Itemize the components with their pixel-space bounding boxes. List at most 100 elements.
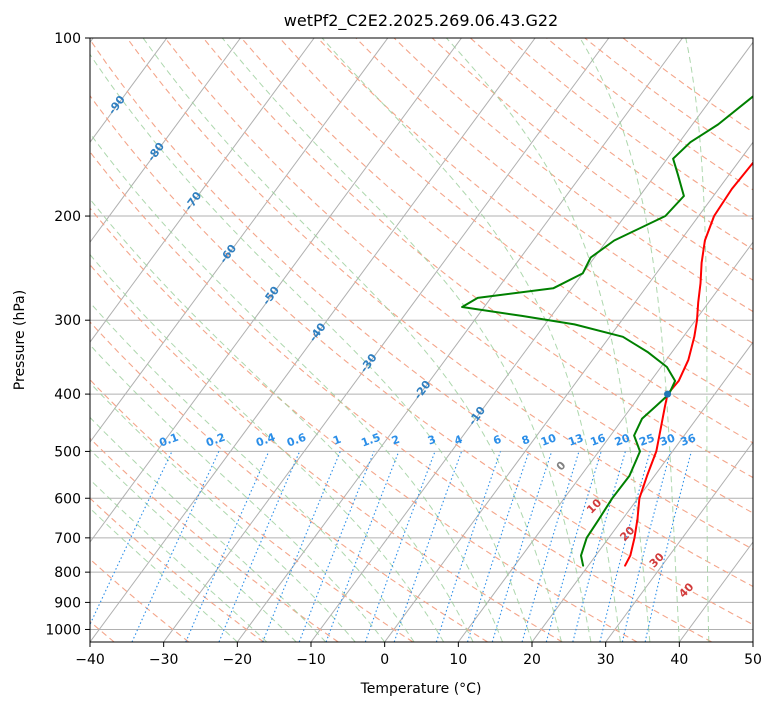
dewpoint-profile xyxy=(461,95,753,567)
mixing-ratio-label: 16 xyxy=(589,431,608,449)
mixing-ratio-30 xyxy=(621,451,672,642)
y-tick-label: 200 xyxy=(54,209,81,225)
moist-adiabat-4 xyxy=(90,301,415,642)
plot-frame xyxy=(89,37,754,643)
x-axis-ticks: −40 −30 −20 −10 0 10 20 30 40 50 xyxy=(75,642,762,668)
y-tick-label: 100 xyxy=(54,31,81,47)
moist-adiabat--8 xyxy=(90,416,327,642)
moist-adiabat--4 xyxy=(90,382,356,642)
y-tick-label: 900 xyxy=(54,595,81,611)
dry-adiabat-40 xyxy=(90,151,712,642)
mixing-ratio-label: 0.2 xyxy=(204,431,227,450)
isotherm--80 xyxy=(90,38,241,244)
y-tick-label: 400 xyxy=(54,387,81,403)
dry-adiabat-120 xyxy=(317,38,753,377)
isotherm--60 xyxy=(90,38,389,443)
isotherm--70 xyxy=(90,38,315,343)
x-tick-label: 40 xyxy=(670,652,688,668)
dry-adiabat-60 xyxy=(90,38,753,588)
mixing-ratio-label: 13 xyxy=(566,431,585,448)
y-tick-label: 800 xyxy=(54,565,81,581)
mixing-ratio-label: 0.6 xyxy=(285,431,308,450)
x-tick-label: 20 xyxy=(523,652,541,668)
x-tick-label: −30 xyxy=(149,652,179,668)
level-marker xyxy=(664,390,672,398)
x-tick-label: −40 xyxy=(75,652,105,668)
y-axis-label: Pressure (hPa) xyxy=(12,290,28,390)
mixing-ratio-10 xyxy=(491,451,553,642)
mixing-ratio-label: 30 xyxy=(658,431,677,449)
isotherm--10 xyxy=(310,41,753,642)
mixing-ratio-20 xyxy=(572,451,626,642)
mixing-ratio-0.6 xyxy=(218,451,301,642)
mixing-ratio-label: 20 xyxy=(613,431,632,449)
mixing-ratio-4 xyxy=(393,451,463,642)
moist-adiabat-28 xyxy=(221,38,592,642)
sounding-profiles xyxy=(461,95,753,567)
isotherm--90 xyxy=(90,38,168,144)
moist-adiabat-8 xyxy=(90,253,445,642)
mixing-ratio-label: 0.4 xyxy=(254,431,277,450)
dry-adiabat-70 xyxy=(126,38,753,550)
mixing-ratio-3 xyxy=(364,451,436,642)
dry-adiabat-lines xyxy=(90,38,753,642)
y-tick-label: 700 xyxy=(54,531,81,547)
isotherm--40 xyxy=(90,38,536,642)
dry-adiabat-50 xyxy=(90,94,753,626)
moist-adiabat-lines xyxy=(90,38,710,642)
x-tick-label: 10 xyxy=(449,652,467,668)
mixing-ratio-2 xyxy=(325,451,400,642)
isotherm--30 xyxy=(163,38,610,642)
mixing-ratio-lines xyxy=(90,451,692,642)
mixing-ratio-label: 2 xyxy=(390,433,402,448)
y-axis-ticks: 100 200 300 400 500 600 700 800 900 1000 xyxy=(45,31,90,638)
dry-adiabat-110 xyxy=(279,38,753,410)
moist-adiabat-36 xyxy=(446,38,651,642)
isotherm-lines xyxy=(90,38,753,642)
isotherm-30 xyxy=(605,441,753,642)
pressure-gridlines xyxy=(90,38,753,630)
mixing-ratio-36 xyxy=(644,451,692,642)
chart-title: wetPf2_C2E2.2025.269.06.43.G22 xyxy=(284,11,558,31)
x-axis-label: Temperature (°C) xyxy=(360,681,482,697)
temperature-profile xyxy=(624,161,753,567)
isotherm--50 xyxy=(90,38,462,543)
mixing-ratio-label: 4 xyxy=(453,433,465,448)
mixing-ratio-6 xyxy=(435,451,502,642)
x-tick-label: 30 xyxy=(597,652,615,668)
dry-adiabat-20 xyxy=(90,264,563,642)
mixing-ratio-16 xyxy=(545,451,602,642)
moist-adiabat--20 xyxy=(90,507,238,642)
mixing-ratio-label: 1.5 xyxy=(359,431,382,450)
x-tick-label: 0 xyxy=(380,652,389,668)
moist-adiabat--16 xyxy=(90,478,268,642)
mixing-ratio-label: 36 xyxy=(679,431,698,449)
moist-adiabat-32 xyxy=(321,38,621,642)
mixing-ratio-label: 6 xyxy=(491,433,503,448)
isotherm-0 xyxy=(384,141,753,642)
y-tick-label: 500 xyxy=(54,444,81,460)
mixing-ratio-label: 1 xyxy=(331,433,343,448)
mixing-ratio-label: 10 xyxy=(539,431,558,449)
moist-adiabat-40 xyxy=(579,38,680,642)
moist-adiabat-20 xyxy=(90,53,533,642)
mixing-ratio-1 xyxy=(262,451,341,642)
x-tick-label: −20 xyxy=(223,652,253,668)
y-tick-label: 300 xyxy=(54,313,81,329)
moist-adiabat-24 xyxy=(142,38,562,642)
mixing-ratio-label: 3 xyxy=(426,433,438,448)
moist-adiabat-44 xyxy=(685,38,710,642)
isotherm-10 xyxy=(457,241,753,642)
mixing-ratio-label: 8 xyxy=(520,433,532,448)
x-tick-label: −10 xyxy=(296,652,326,668)
mixing-ratio-label: 25 xyxy=(637,431,656,448)
dry-adiabat-0 xyxy=(90,378,414,642)
dry-adiabat-80 xyxy=(164,38,753,514)
moist-adiabat-0 xyxy=(90,344,386,642)
moist-adiabat--12 xyxy=(90,448,297,642)
y-tick-label: 600 xyxy=(54,491,81,507)
mixing-ratio-1.5 xyxy=(298,451,375,642)
